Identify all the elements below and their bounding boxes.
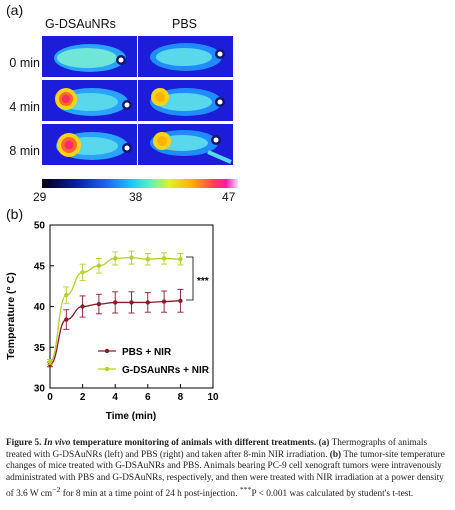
significance-bracket <box>186 256 194 301</box>
thermograph-gdsaunrs-0min <box>42 36 137 77</box>
thermograph-gdsaunrs-4min <box>42 80 137 121</box>
figure-caption: Figure 5. In vivo temperature monitoring… <box>6 438 452 501</box>
legend-pbs-marker <box>104 348 110 354</box>
caption-s2-text: The tumor-site temperature changes of mi… <box>6 449 445 500</box>
y-tick-label: 35 <box>34 343 46 354</box>
data-point <box>161 256 167 261</box>
data-point <box>64 317 69 322</box>
data-point <box>80 270 85 275</box>
temperature-chart: 0 2 4 6 8 10 30 35 40 45 50 Temperature (° C) Time… <box>5 221 219 423</box>
x-axis-label: Time (min) <box>106 411 156 422</box>
caption-title-italic: In vivo <box>43 438 71 448</box>
legend-gdsaunrs-marker <box>104 366 110 372</box>
x-tick-label: 2 <box>80 392 86 403</box>
y-tick-label: 40 <box>34 302 46 313</box>
x-tick-label: 10 <box>207 392 219 403</box>
colorbar-mid-label: 38 <box>129 190 143 204</box>
y-tick-label: 45 <box>34 261 46 272</box>
x-tick-label: 0 <box>47 392 53 403</box>
temperature-colorbar <box>42 179 238 188</box>
caption-stat-text: P < 0.001 was calculated by student's t-… <box>251 489 414 500</box>
row-label-0min: 0 min <box>9 56 40 70</box>
data-point <box>178 257 183 262</box>
thermograph-pbs-4min <box>138 80 233 121</box>
significance-marker: *** <box>197 276 209 287</box>
caption-s1-text: Thermographs of animals treated with G-D… <box>6 438 428 460</box>
x-tick-label: 6 <box>145 392 151 403</box>
x-tick-label: 8 <box>178 392 184 403</box>
caption-stat-sup: *** <box>239 485 252 495</box>
y-tick-label: 30 <box>34 384 46 395</box>
legend-pbs-label: PBS + NIR <box>122 347 172 358</box>
caption-s2-label: (b) <box>329 449 342 460</box>
data-point <box>145 257 150 262</box>
column-label-pbs: PBS <box>172 17 198 31</box>
data-point <box>96 301 102 307</box>
caption-s2-text2: for 8 min at a time point of 24 h post-i… <box>62 489 238 500</box>
caption-s1-label: (a) <box>318 438 330 448</box>
column-label-gdsaunrs: G-DSAuNRs <box>45 17 116 31</box>
data-point <box>64 292 69 298</box>
row-label-4min: 4 min <box>9 100 40 114</box>
x-tick-label: 4 <box>112 392 118 403</box>
colorbar-max-label: 47 <box>222 190 236 204</box>
data-point <box>161 299 167 304</box>
chart-legend: PBS + NIR G-DSAuNRs + NIR <box>98 347 210 376</box>
thermograph-pbs-0min <box>138 36 233 77</box>
row-label-8min: 8 min <box>9 144 40 158</box>
caption-title: temperature monitoring of animals with d… <box>72 438 317 448</box>
data-point <box>113 300 118 305</box>
data-point <box>96 263 102 268</box>
data-point <box>145 300 150 305</box>
data-point <box>113 256 118 261</box>
panel-b-label: (b) <box>6 206 24 222</box>
colorbar-min-label: 29 <box>33 190 47 204</box>
y-axis-label: Temperature (° C) <box>5 272 17 359</box>
caption-s2-sup: −2 <box>52 485 61 495</box>
panel-a-label: (a) <box>6 2 24 18</box>
data-point <box>178 298 183 303</box>
thermograph-pbs-8min <box>138 124 233 165</box>
thermograph-gdsaunrs-8min <box>42 124 137 165</box>
legend-gdsaunrs-label: G-DSAuNRs + NIR <box>122 365 210 376</box>
data-point <box>47 359 53 365</box>
y-tick-label: 50 <box>34 221 46 232</box>
data-point <box>129 255 134 260</box>
data-point <box>129 300 134 305</box>
figure-label: Figure 5. <box>6 438 42 448</box>
data-point <box>80 304 85 309</box>
